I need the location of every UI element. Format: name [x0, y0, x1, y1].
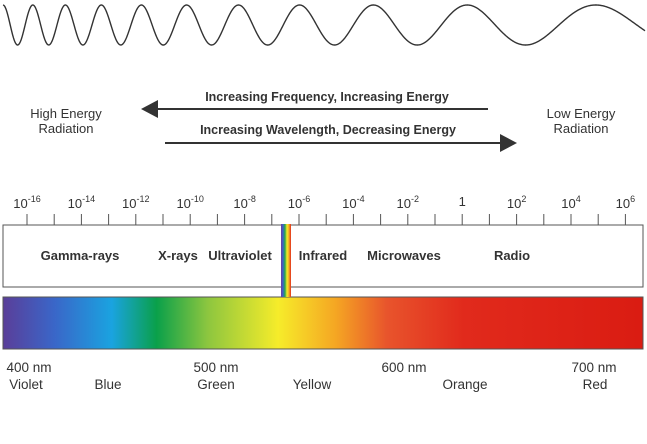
scale-tick-label: 102 — [507, 194, 526, 211]
high-energy-label: High Energy Radiation — [20, 106, 112, 136]
scale-ticks — [26, 214, 626, 225]
scale-tick-label: 1 — [459, 194, 466, 209]
tick-exponent: -4 — [356, 194, 365, 204]
scale-tick-label: 10-16 — [13, 194, 40, 211]
tick-exponent: -14 — [82, 194, 96, 204]
band-label-gamma-rays: Gamma-rays — [40, 248, 120, 263]
tick-base: 10 — [561, 196, 576, 211]
scale-tick-label: 106 — [616, 194, 635, 211]
tick-base: 10 — [122, 196, 137, 211]
tick-base: 10 — [233, 196, 248, 211]
tick-base: 10 — [287, 196, 303, 211]
tick-base: 10 — [506, 196, 522, 211]
spectrum-bands-box — [2, 224, 644, 288]
tick-exponent: -12 — [136, 194, 150, 204]
color-label-orange: Orange — [442, 377, 488, 392]
low-energy-line-2: Radiation — [553, 121, 609, 136]
tick-exponent: 6 — [630, 194, 636, 204]
tick-exponent: 2 — [521, 194, 527, 204]
band-label-infrared: Infrared — [298, 248, 348, 263]
low-energy-line-1: Low Energy — [546, 106, 616, 121]
tick-exponent: -8 — [247, 194, 256, 204]
color-label-red: Red — [582, 377, 608, 392]
color-label-green: Green — [197, 377, 235, 392]
frequency-arrow-head — [141, 100, 158, 118]
color-label-yellow: Yellow — [292, 377, 332, 392]
band-label-radio: Radio — [493, 248, 531, 263]
tick-base: 10 — [176, 196, 191, 211]
wavelength-arrow-label: Increasing Wavelength, Decreasing Energy — [200, 123, 456, 137]
tick-base: 10 — [615, 196, 631, 211]
frequency-arrow-label: Increasing Frequency, Increasing Energy — [205, 90, 449, 104]
wavelength-arrow-head — [500, 134, 517, 152]
tick-base: 10 — [67, 196, 83, 211]
low-energy-label: Low Energy Radiation — [534, 106, 628, 136]
scale-tick-label: 10-8 — [233, 194, 255, 211]
scale-tick-label: 10-14 — [68, 194, 95, 211]
band-label-microwaves: Microwaves — [367, 248, 441, 263]
wavelength-label-500nm: 500 nm — [193, 360, 239, 375]
high-energy-line-1: High Energy — [30, 106, 102, 121]
scale-tick-label: 10-10 — [176, 194, 203, 211]
tick-base: 10 — [13, 196, 28, 211]
color-label-blue: Blue — [94, 377, 122, 392]
visible-spectrum-bar — [2, 296, 644, 350]
band-label-ultraviolet: Ultraviolet — [208, 248, 272, 263]
frequency-wave — [2, 4, 646, 46]
color-label-violet: Violet — [9, 377, 43, 392]
high-energy-line-2: Radiation — [38, 121, 94, 136]
scale-tick-label: 104 — [561, 194, 580, 211]
scale-tick-label: 10-2 — [397, 194, 419, 211]
tick-exponent: -6 — [302, 194, 311, 204]
visible-light-strip — [281, 224, 291, 297]
tick-exponent: -2 — [411, 194, 420, 204]
tick-exponent: -10 — [190, 194, 204, 204]
wavelength-label-600nm: 600 nm — [381, 360, 427, 375]
tick-exponent: -16 — [27, 194, 41, 204]
wavelength-label-400nm: 400 nm — [6, 360, 52, 375]
tick-base: 1 — [458, 194, 466, 209]
tick-base: 10 — [396, 196, 412, 211]
tick-base: 10 — [342, 196, 357, 211]
band-label-x-rays: X-rays — [158, 248, 198, 263]
scale-tick-label: 10-12 — [122, 194, 149, 211]
tick-exponent: 4 — [575, 194, 581, 204]
scale-tick-label: 10-4 — [342, 194, 364, 211]
wavelength-label-700nm: 700 nm — [571, 360, 617, 375]
scale-tick-label: 10-6 — [288, 194, 310, 211]
